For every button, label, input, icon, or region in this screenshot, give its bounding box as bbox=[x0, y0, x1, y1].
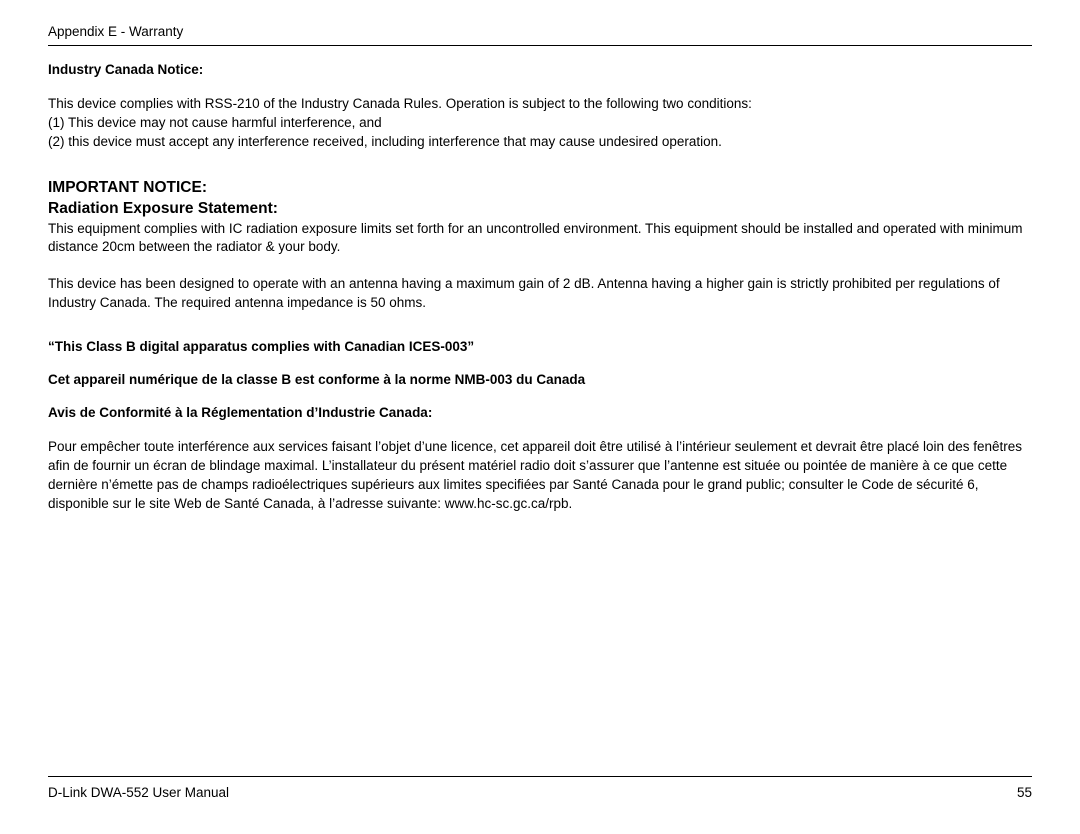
ic-paragraph-line3: (2) this device must accept any interfer… bbox=[48, 133, 1032, 152]
header-breadcrumb: Appendix E - Warranty bbox=[48, 24, 1032, 39]
class-b-english: “This Class B digital apparatus complies… bbox=[48, 339, 1032, 354]
header-divider bbox=[48, 45, 1032, 46]
footer-page-number: 55 bbox=[1017, 785, 1032, 800]
industry-canada-title: Industry Canada Notice: bbox=[48, 62, 1032, 77]
class-b-french: Cet appareil numérique de la classe B es… bbox=[48, 372, 1032, 387]
footer-manual-name: D-Link DWA-552 User Manual bbox=[48, 785, 229, 800]
avis-body-paragraph: Pour empêcher toute interférence aux ser… bbox=[48, 438, 1032, 514]
important-notice-heading-2: Radiation Exposure Statement: bbox=[48, 199, 1032, 220]
ic-paragraph-line2: (1) This device may not cause harmful in… bbox=[48, 114, 1032, 133]
ic-paragraph-line1: This device complies with RSS-210 of the… bbox=[48, 95, 1032, 114]
avis-conformite-title: Avis de Conformité à la Réglementation d… bbox=[48, 405, 1032, 420]
radiation-paragraph-1: This equipment complies with IC radiatio… bbox=[48, 220, 1032, 258]
footer-divider bbox=[48, 776, 1032, 777]
page-footer: D-Link DWA-552 User Manual 55 bbox=[48, 776, 1032, 800]
radiation-paragraph-2: This device has been designed to operate… bbox=[48, 275, 1032, 313]
important-notice-heading-1: IMPORTANT NOTICE: bbox=[48, 178, 1032, 199]
